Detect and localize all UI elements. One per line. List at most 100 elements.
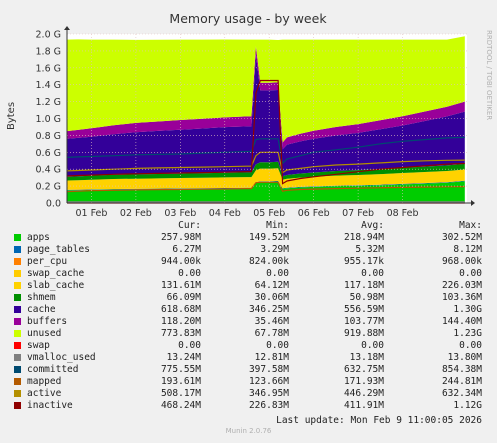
legend-header: Cur: Min: Avg: Max: bbox=[0, 220, 497, 232]
legend-row-shmem: shmem 66.09M 30.06M 50.98M 103.36M bbox=[0, 292, 497, 304]
area-buffers bbox=[67, 46, 465, 150]
x-axis-arrow bbox=[471, 200, 475, 206]
x-tick-label: 03 Feb bbox=[164, 208, 196, 219]
legend-cur-value: 508.17M bbox=[160, 388, 201, 399]
y-tick-label: 0.8 G bbox=[36, 131, 62, 142]
y-tick-label: 1.6 G bbox=[36, 63, 62, 74]
legend-cur-value: 118.20M bbox=[160, 316, 201, 327]
legend-name: committed bbox=[27, 364, 79, 375]
legend-swatch bbox=[14, 390, 21, 397]
legend-max-value: 1.12G bbox=[453, 400, 482, 411]
area-page-tables bbox=[67, 180, 465, 191]
legend-name: cache bbox=[27, 304, 56, 315]
legend-max-value: 13.80M bbox=[447, 352, 482, 363]
x-tick-label: 04 Feb bbox=[209, 208, 241, 219]
legend-cur-value: 6.27M bbox=[172, 244, 201, 255]
legend-swatch bbox=[14, 378, 21, 385]
legend-max-value: 103.36M bbox=[441, 292, 482, 303]
legend-swatch bbox=[14, 282, 21, 289]
legend-avg-value: 13.18M bbox=[349, 352, 384, 363]
legend-name: swap_cache bbox=[27, 268, 85, 279]
legend-row-vmalloc-used: vmalloc_used 13.24M 12.81M 13.18M 13.80M bbox=[0, 352, 497, 364]
x-tick-label: 07 Feb bbox=[342, 208, 374, 219]
legend-row-cache: cache 618.68M 346.25M 556.59M 1.30G bbox=[0, 304, 497, 316]
legend-row-active: active 508.17M 346.95M 446.29M 632.34M bbox=[0, 388, 497, 400]
legend-avg-value: 0.00 bbox=[361, 340, 384, 351]
legend-swatch bbox=[14, 258, 21, 265]
area-apps bbox=[67, 181, 465, 203]
plot-area: 0.0 0.2 G 0.4 G 0.6 G 0.8 G 1.0 G 1.2 G 1.4 G 1.… bbox=[36, 26, 475, 219]
legend-row-page-tables: page_tables 6.27M 3.29M 5.32M 8.12M bbox=[0, 244, 497, 256]
header-avg: Avg: bbox=[361, 220, 384, 231]
legend-name: vmalloc_used bbox=[27, 352, 96, 363]
header-min: Min: bbox=[266, 220, 289, 231]
area-shmem bbox=[67, 161, 465, 181]
y-tick-label: 1.2 G bbox=[36, 97, 62, 108]
legend-name: active bbox=[27, 388, 62, 399]
x-tick-label: 01 Feb bbox=[75, 208, 107, 219]
line-inactive bbox=[66, 79, 465, 185]
last-update: Last update: Mon Feb 9 11:00:05 2026 bbox=[276, 415, 482, 426]
legend-cur-value: 0.00 bbox=[178, 268, 201, 279]
y-tick-label: 0.0 bbox=[46, 199, 61, 210]
header-max: Max: bbox=[459, 220, 482, 231]
legend-row-committed: committed 775.55M 397.58M 632.75M 854.38M bbox=[0, 364, 497, 376]
legend-swatch bbox=[14, 342, 21, 349]
legend-min-value: 346.25M bbox=[248, 304, 289, 315]
x-tick-label: 02 Feb bbox=[120, 208, 152, 219]
legend-avg-value: 103.77M bbox=[343, 316, 384, 327]
legend-max-value: 854.38M bbox=[441, 364, 482, 375]
chart-watermark: RRDTOOL / TOBI OETIKER bbox=[485, 30, 493, 120]
legend-min-value: 397.58M bbox=[248, 364, 289, 375]
legend-max-value: 226.03M bbox=[441, 280, 482, 291]
legend-avg-value: 955.17k bbox=[343, 256, 384, 267]
y-tick-label: 1.4 G bbox=[36, 80, 62, 91]
legend-swatch bbox=[14, 270, 21, 277]
legend-swatch bbox=[14, 330, 21, 337]
legend-min-value: 149.52M bbox=[248, 232, 289, 243]
x-tick-label: 05 Feb bbox=[253, 208, 285, 219]
legend-cur-value: 773.83M bbox=[160, 328, 201, 339]
legend-max-value: 244.81M bbox=[441, 376, 482, 387]
legend-min-value: 123.66M bbox=[248, 376, 289, 387]
legend-cur-value: 775.55M bbox=[160, 364, 201, 375]
legend-avg-value: 5.32M bbox=[355, 244, 384, 255]
legend-avg-value: 117.18M bbox=[343, 280, 384, 291]
legend-min-value: 3.29M bbox=[260, 244, 289, 255]
legend-cur-value: 468.24M bbox=[160, 400, 201, 411]
y-tick-label: 1.0 G bbox=[36, 114, 62, 125]
legend-swatch bbox=[14, 294, 21, 301]
legend-swatch bbox=[14, 354, 21, 361]
legend-row-swap-cache: swap_cache 0.00 0.00 0.00 0.00 bbox=[0, 268, 497, 280]
legend-max-value: 1.23G bbox=[453, 328, 482, 339]
legend-max-value: 1.30G bbox=[453, 304, 482, 315]
legend-swatch bbox=[14, 246, 21, 253]
footer-version: Munin 2.0.76 bbox=[225, 427, 272, 435]
legend-row-mapped: mapped 193.61M 123.66M 171.93M 244.81M bbox=[0, 376, 497, 388]
legend-max-value: 968.00k bbox=[441, 256, 482, 267]
legend-avg-value: 446.29M bbox=[343, 388, 384, 399]
legend-max-value: 632.34M bbox=[441, 388, 482, 399]
legend-swatch bbox=[14, 306, 21, 313]
legend-row-unused: unused 773.83M 67.78M 919.88M 1.23G bbox=[0, 328, 497, 340]
line-mapped bbox=[66, 181, 465, 193]
y-tick-label: 0.2 G bbox=[36, 182, 62, 193]
y-axis-label: Bytes bbox=[6, 102, 17, 130]
legend-swatch bbox=[14, 366, 21, 373]
legend-name: slab_cache bbox=[27, 280, 85, 291]
legend-name: swap bbox=[27, 340, 50, 351]
legend-max-value: 144.40M bbox=[441, 316, 482, 327]
legend-cur-value: 618.68M bbox=[160, 304, 201, 315]
legend-swatch bbox=[14, 234, 21, 241]
chart-title: Memory usage - by week bbox=[169, 11, 327, 26]
legend-cur-value: 131.61M bbox=[160, 280, 201, 291]
x-tick-label: 06 Feb bbox=[298, 208, 330, 219]
legend-name: unused bbox=[27, 328, 62, 339]
legend-max-value: 0.00 bbox=[459, 268, 482, 279]
legend-name: shmem bbox=[27, 292, 56, 303]
legend-avg-value: 0.00 bbox=[361, 268, 384, 279]
legend-row-buffers: buffers 118.20M 35.46M 103.77M 144.40M bbox=[0, 316, 497, 328]
legend-name: inactive bbox=[27, 400, 73, 411]
legend-name: page_tables bbox=[27, 244, 90, 255]
legend-cur-value: 193.61M bbox=[160, 376, 201, 387]
